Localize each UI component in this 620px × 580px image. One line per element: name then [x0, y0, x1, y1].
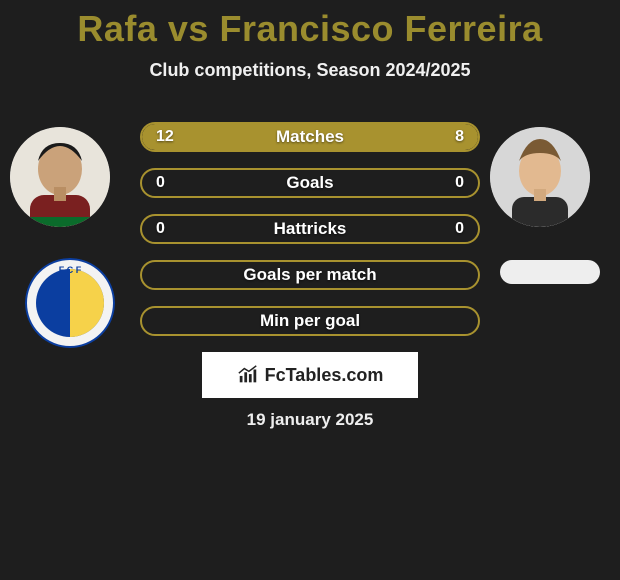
club-right-badge	[500, 260, 600, 284]
stat-left-value: 0	[156, 220, 165, 238]
stat-left-value: 12	[156, 128, 174, 146]
watermark-text: FcTables.com	[265, 365, 384, 386]
stat-row: 0 0 Goals	[140, 168, 480, 198]
stat-row: 12 8 Matches	[140, 122, 480, 152]
stat-row: Goals per match	[140, 260, 480, 290]
player-right-avatar	[490, 127, 590, 227]
stat-row: Min per goal	[140, 306, 480, 336]
watermark: FcTables.com	[202, 352, 418, 398]
chart-icon	[237, 364, 259, 386]
stat-label: Matches	[276, 127, 344, 147]
player-left-avatar	[10, 127, 110, 227]
subtitle: Club competitions, Season 2024/2025	[0, 60, 620, 81]
stat-right-value: 0	[455, 174, 464, 192]
stat-label: Min per goal	[260, 311, 360, 331]
stat-label: Goals per match	[243, 265, 376, 285]
stat-row: 0 0 Hattricks	[140, 214, 480, 244]
stat-right-value: 8	[455, 128, 464, 146]
stat-label: Hattricks	[274, 219, 347, 239]
page-title: Rafa vs Francisco Ferreira	[0, 0, 620, 50]
svg-text:F C F: F C F	[59, 265, 82, 275]
stat-left-value: 0	[156, 174, 165, 192]
stat-bars: 12 8 Matches 0 0 Goals 0 0 Hattricks Goals per ma…	[140, 122, 480, 352]
club-left-badge: F C F	[25, 258, 115, 348]
stat-label: Goals	[286, 173, 333, 193]
stat-right-value: 0	[455, 220, 464, 238]
date-stamp: 19 january 2025	[0, 410, 620, 430]
